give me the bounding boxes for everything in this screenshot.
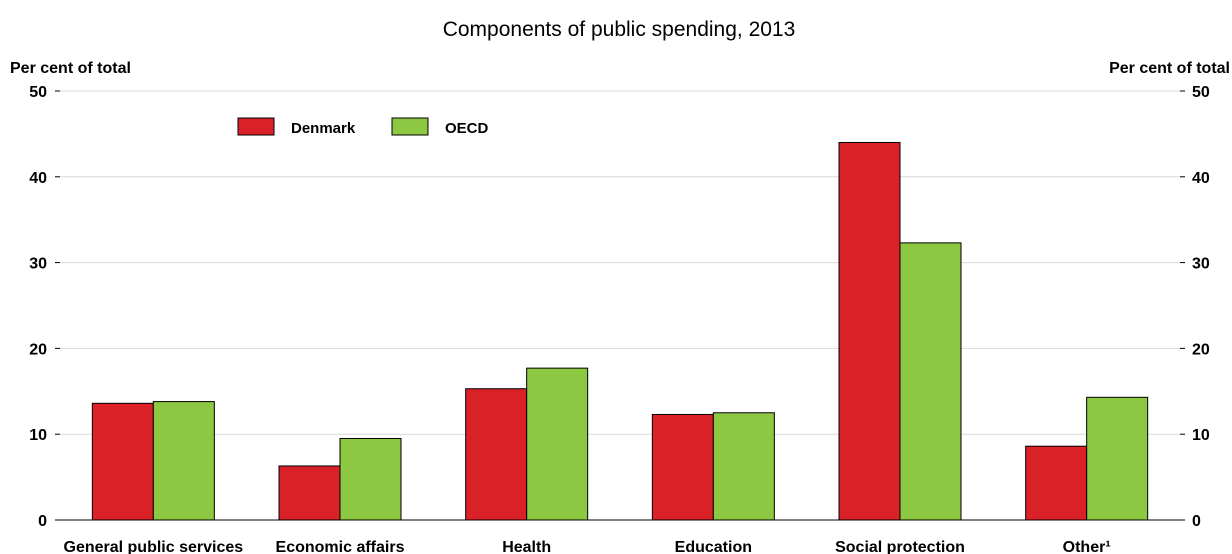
y-tick-label-right: 50 — [1192, 84, 1210, 101]
x-category-label: Economic affairs — [276, 539, 405, 554]
y-tick-label-left: 20 — [29, 341, 47, 358]
legend-swatch-denmark — [237, 117, 275, 136]
gridlines — [55, 90, 1185, 521]
bar-denmark — [465, 388, 528, 521]
bar-oecd — [899, 242, 962, 521]
x-category-label: Social protection — [835, 539, 965, 554]
bar-denmark — [278, 465, 341, 521]
y-tick-label-left: 30 — [29, 256, 47, 273]
legend-label-oecd: OECD — [445, 120, 489, 137]
bar-oecd — [712, 412, 775, 521]
tick-labels: 0 0 10 10 20 20 30 30 40 40 50 50 — [29, 84, 1210, 530]
bar-denmark — [651, 413, 714, 521]
y-tick-label-left: 0 — [38, 513, 47, 530]
y-tick-label-right: 10 — [1192, 427, 1210, 444]
x-category-label: Education — [675, 539, 752, 554]
x-category-label: General public services — [64, 539, 244, 554]
y-tick-label-left: 40 — [29, 170, 47, 187]
category-labels: General public services Economic affairs H… — [64, 539, 1111, 554]
legend: Denmark OECD — [237, 117, 489, 137]
y-tick-label-left: 50 — [29, 84, 47, 101]
y-tick-label-right: 30 — [1192, 256, 1210, 273]
bar-oecd — [152, 401, 215, 521]
bar-denmark — [1025, 445, 1088, 521]
y-tick-label-left: 10 — [29, 427, 47, 444]
bar-denmark — [838, 141, 901, 521]
y-axis-title-right: Per cent of total — [1109, 60, 1230, 77]
chart-title: Components of public spending, 2013 — [443, 18, 796, 41]
y-tick-label-right: 20 — [1192, 341, 1210, 358]
bar-denmark — [91, 402, 154, 521]
bar-oecd — [339, 437, 402, 521]
legend-label-denmark: Denmark — [291, 120, 356, 137]
y-tick-label-right: 40 — [1192, 170, 1210, 187]
legend-swatch-oecd — [391, 117, 429, 136]
y-axis-title-left: Per cent of total — [10, 60, 131, 77]
bar-oecd — [526, 367, 589, 521]
bars — [91, 141, 1149, 521]
bar-oecd — [1086, 396, 1149, 521]
y-tick-label-right: 0 — [1192, 513, 1201, 530]
x-category-label: Health — [502, 539, 551, 554]
x-category-label: Other¹ — [1063, 539, 1111, 554]
